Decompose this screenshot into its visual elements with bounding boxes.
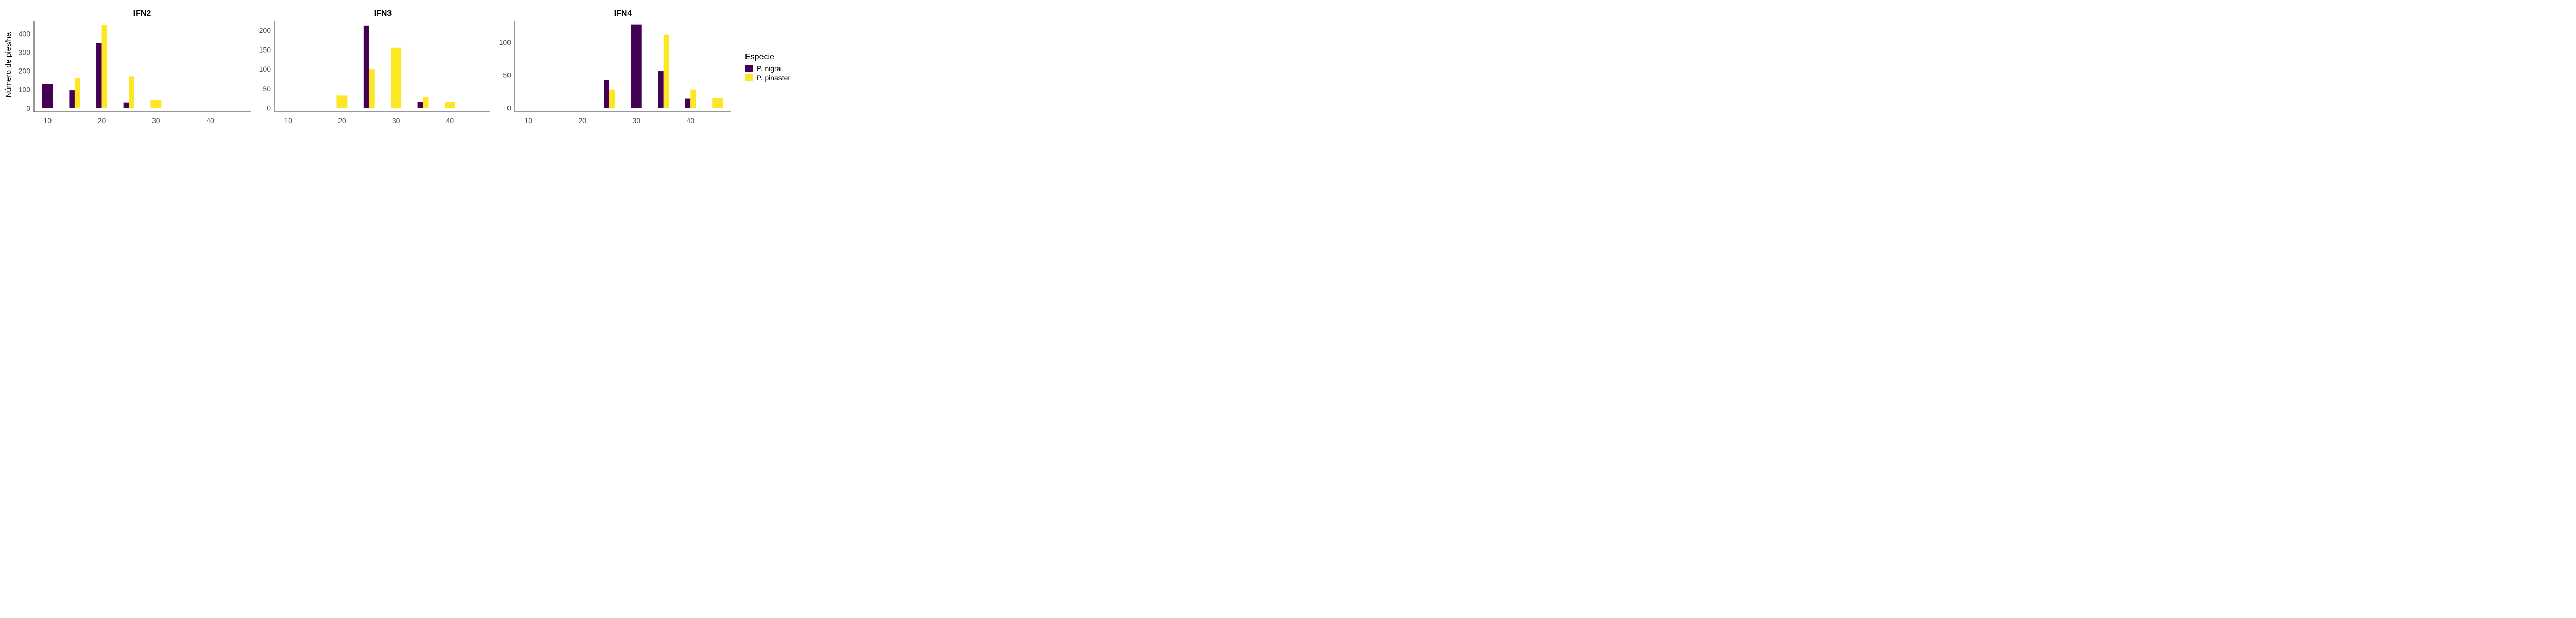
- bar-p-nigra-25: [123, 102, 129, 108]
- x-tick-label: 30: [152, 116, 160, 125]
- legend-title: Especie: [745, 53, 774, 61]
- legend-swatch-p-pinaster: [745, 74, 753, 81]
- bar-p-pinaster-15: [74, 78, 80, 108]
- x-tick-label: 40: [446, 116, 454, 125]
- bar-p-pinaster-30: [150, 100, 162, 108]
- bar-p-nigra-40: [685, 98, 691, 108]
- panel-title: IFN2: [133, 9, 151, 18]
- y-tick-label: 50: [503, 71, 511, 79]
- legend-label-p-pinaster: P. pinaster: [757, 74, 790, 82]
- panel-title: IFN3: [374, 9, 392, 18]
- panel-ifn4: IFN4 0 50 100 10 20 30 40: [499, 9, 731, 125]
- bar-p-pinaster-40: [690, 89, 696, 108]
- y-tick-label: 200: [259, 26, 272, 35]
- x-tick-label: 30: [632, 116, 640, 125]
- x-tick-label: 20: [338, 116, 346, 125]
- x-tick-label: 10: [44, 116, 52, 125]
- y-tick-label: 200: [19, 67, 31, 75]
- bar-p-pinaster-30: [391, 47, 402, 108]
- x-tick-label: 20: [578, 116, 586, 125]
- bar-p-nigra-25: [604, 80, 609, 108]
- y-tick-label: 100: [259, 65, 272, 73]
- x-tick-label: 20: [98, 116, 106, 125]
- x-tick-label: 30: [392, 116, 400, 125]
- bar-p-nigra-25: [363, 25, 369, 108]
- y-tick-label: 0: [267, 104, 271, 112]
- bar-p-pinaster-35: [423, 97, 429, 108]
- y-tick-label: 300: [19, 48, 31, 56]
- bar-p-nigra-30: [631, 24, 642, 108]
- panel-ifn3: IFN3 0 50 100 150 200 10 20 30 40: [259, 9, 490, 125]
- y-tick-label: 50: [263, 84, 271, 93]
- panel-ifn2: IFN2 0 100 200 300 400 10 20 30 40: [19, 9, 251, 125]
- bar-p-pinaster-45: [712, 98, 723, 108]
- bar-p-nigra-20: [96, 43, 102, 108]
- bar-p-nigra-35: [658, 71, 664, 108]
- y-tick-label: 0: [26, 104, 30, 112]
- y-tick-label: 0: [507, 104, 511, 112]
- y-tick-label: 100: [19, 85, 31, 94]
- y-tick-label: 400: [19, 29, 31, 38]
- legend-swatch-p-nigra: [745, 65, 753, 72]
- bar-p-pinaster-25: [129, 76, 134, 108]
- bar-p-nigra-15: [69, 90, 75, 108]
- x-tick-label: 10: [524, 116, 532, 125]
- bar-p-pinaster-20: [336, 95, 348, 108]
- bar-p-pinaster-40: [444, 102, 455, 108]
- bar-p-pinaster-25: [609, 89, 615, 108]
- legend: Especie P. nigra P. pinaster: [745, 53, 790, 82]
- bar-p-nigra-35: [417, 102, 423, 108]
- panel-title: IFN4: [614, 9, 632, 18]
- bar-p-pinaster-25: [369, 69, 375, 108]
- x-tick-label: 40: [206, 116, 214, 125]
- legend-label-p-nigra: P. nigra: [757, 64, 781, 73]
- y-tick-label: 100: [499, 38, 512, 46]
- x-tick-label: 10: [284, 116, 292, 125]
- x-tick-label: 40: [686, 116, 694, 125]
- y-axis-label: Número de pies/ha: [4, 32, 13, 97]
- y-tick-label: 150: [259, 45, 272, 54]
- bar-p-pinaster-20: [101, 25, 108, 108]
- bar-p-pinaster-35: [663, 34, 669, 108]
- figure: Número de pies/ha Especie P. nigra P. pi…: [4, 9, 790, 125]
- bar-p-nigra-10: [42, 84, 53, 108]
